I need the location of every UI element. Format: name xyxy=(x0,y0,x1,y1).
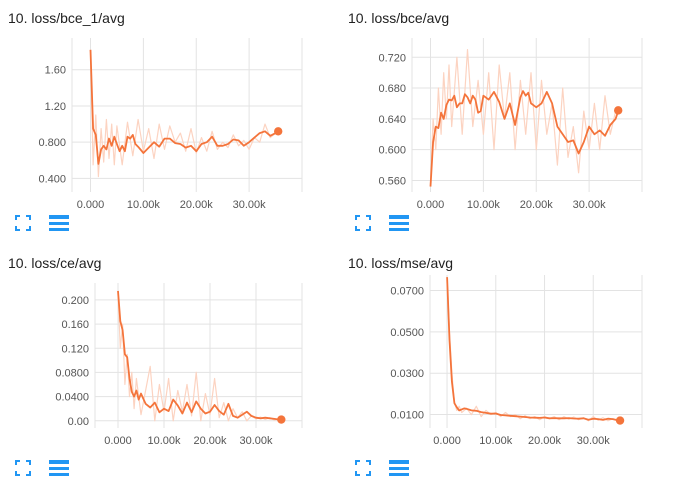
expand-icon[interactable] xyxy=(15,215,35,233)
x-tick-label: 20.00k xyxy=(520,199,554,211)
chart-title: 10. loss/mse/avg xyxy=(348,255,454,271)
current-point-marker xyxy=(615,416,625,425)
y-tick-label: 0.0700 xyxy=(390,286,424,298)
current-point-marker xyxy=(614,106,623,115)
chart-card-bce: 10. loss/bce/avg 0.000 10.00k 20.00k 30.00k… xyxy=(340,0,670,240)
chart-card-ce: 10. loss/ce/avg 0.000 10.00k 20.00k 30.00k 0… xyxy=(0,245,330,485)
x-tick-label: 10.00k xyxy=(147,435,181,447)
y-tick-label: 0.800 xyxy=(38,137,66,149)
raw-series-line xyxy=(446,278,618,422)
y-tick-label: 1.20 xyxy=(45,101,66,113)
expand-icon[interactable] xyxy=(355,460,375,478)
y-tick-label: 0.120 xyxy=(61,343,89,355)
data-table-icon[interactable] xyxy=(49,460,69,478)
x-tick-label: 10.00k xyxy=(127,199,161,211)
y-tick-label: 0.400 xyxy=(38,173,66,185)
raw-series-line xyxy=(429,48,617,185)
chart-title: 10. loss/ce/avg xyxy=(8,255,102,271)
chart-svg: 0.000 10.00k 20.00k 30.00k 0.560 0.600 0.640 0.… xyxy=(378,38,643,211)
y-tick-label: 0.560 xyxy=(378,175,406,187)
smoothed-series-line xyxy=(89,49,279,165)
raw-series-line xyxy=(89,49,276,178)
current-point-marker xyxy=(277,415,286,424)
x-tick-label: 10.00k xyxy=(467,199,501,211)
chart-svg: 0.000 10.00k 20.00k 30.00k 0.00 0.0400 0.0800 0… xyxy=(55,283,303,447)
x-tick-label: 30.00k xyxy=(233,199,267,211)
y-tick-label: 0.200 xyxy=(61,295,89,307)
x-tick-label: 0.000 xyxy=(77,199,105,211)
smoothed-series-line xyxy=(429,90,620,187)
y-tick-label: 1.60 xyxy=(45,65,66,77)
y-tick-label: 0.680 xyxy=(378,83,406,95)
x-tick-label: 20.00k xyxy=(528,435,562,447)
y-tick-label: 0.600 xyxy=(378,145,406,157)
chart-card-mse: 10. loss/mse/avg 0.000 10.00k 20.00k 30.00k… xyxy=(340,245,670,485)
chart-svg: 0.000 10.00k 20.00k 30.00k 0.400 0.800 1.20 1.6… xyxy=(38,38,303,211)
x-tick-label: 30.00k xyxy=(573,199,607,211)
y-tick-label: 0.0300 xyxy=(390,368,424,380)
y-tick-label: 0.0100 xyxy=(390,410,424,422)
data-table-icon[interactable] xyxy=(389,460,409,478)
chart-card-bce-1: 10. loss/bce_1/avg 0.000 10.00k 20.00k 30.0… xyxy=(0,0,330,240)
chart-title: 10. loss/bce_1/avg xyxy=(8,10,125,26)
y-tick-label: 0.0500 xyxy=(390,327,424,339)
y-tick-label: 0.0800 xyxy=(55,367,89,379)
y-tick-label: 0.00 xyxy=(68,416,89,428)
raw-series-line xyxy=(117,293,280,422)
current-point-marker xyxy=(274,127,283,136)
x-tick-label: 20.00k xyxy=(180,199,214,211)
smoothed-series-line xyxy=(446,277,621,422)
chart-svg: 0.000 10.00k 20.00k 30.00k 0.0100 0.0300 0.050… xyxy=(390,275,643,447)
y-tick-label: 0.0400 xyxy=(55,392,89,404)
x-tick-label: 10.00k xyxy=(479,435,513,447)
x-tick-label: 0.000 xyxy=(433,435,461,447)
y-tick-label: 0.720 xyxy=(378,52,406,64)
y-tick-label: 0.160 xyxy=(61,319,89,331)
data-table-icon[interactable] xyxy=(49,215,69,233)
smoothed-series-line xyxy=(117,290,282,421)
x-tick-label: 0.000 xyxy=(417,199,445,211)
chart-title: 10. loss/bce/avg xyxy=(348,10,450,26)
y-tick-label: 0.640 xyxy=(378,114,406,126)
data-table-icon[interactable] xyxy=(389,215,409,233)
expand-icon[interactable] xyxy=(355,215,375,233)
x-tick-label: 30.00k xyxy=(577,435,611,447)
expand-icon[interactable] xyxy=(15,460,35,478)
x-tick-label: 30.00k xyxy=(239,435,273,447)
x-tick-label: 20.00k xyxy=(193,435,227,447)
x-tick-label: 0.000 xyxy=(104,435,132,447)
